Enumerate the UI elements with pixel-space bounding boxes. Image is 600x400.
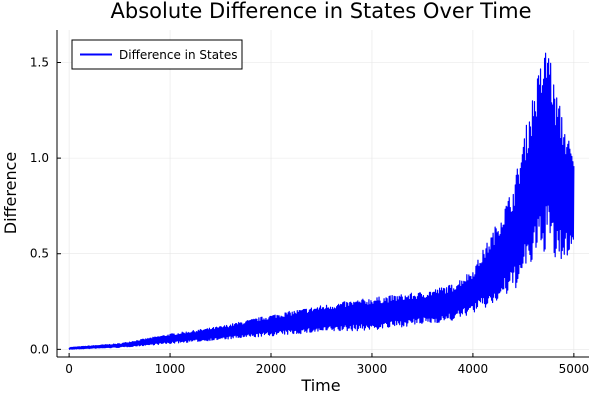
axes (56, 30, 589, 358)
x-tick-label: 4000 (458, 362, 489, 376)
y-axis-label: Difference (1, 152, 20, 234)
tick-labels: 0 1000 2000 3000 4000 5000 0.0 0.5 1.0 1.5 (30, 56, 589, 376)
plot-area (68, 52, 575, 350)
legend: Difference in States (71, 39, 243, 70)
y-tick-label: 0.0 (30, 342, 49, 356)
x-tick-label: 1000 (155, 362, 186, 376)
chart-title: Absolute Difference in States Over Time (111, 0, 532, 23)
x-tick-label: 0 (65, 362, 73, 376)
x-tick-label: 5000 (559, 362, 590, 376)
legend-label: Difference in States (119, 48, 237, 62)
x-axis-label: Time (300, 376, 340, 395)
series-line (68, 52, 575, 350)
y-tick-label: 0.5 (30, 247, 49, 261)
y-tick-label: 1.0 (30, 151, 49, 165)
x-tick-label: 2000 (256, 362, 287, 376)
x-tick-label: 3000 (357, 362, 388, 376)
y-tick-label: 1.5 (30, 56, 49, 70)
